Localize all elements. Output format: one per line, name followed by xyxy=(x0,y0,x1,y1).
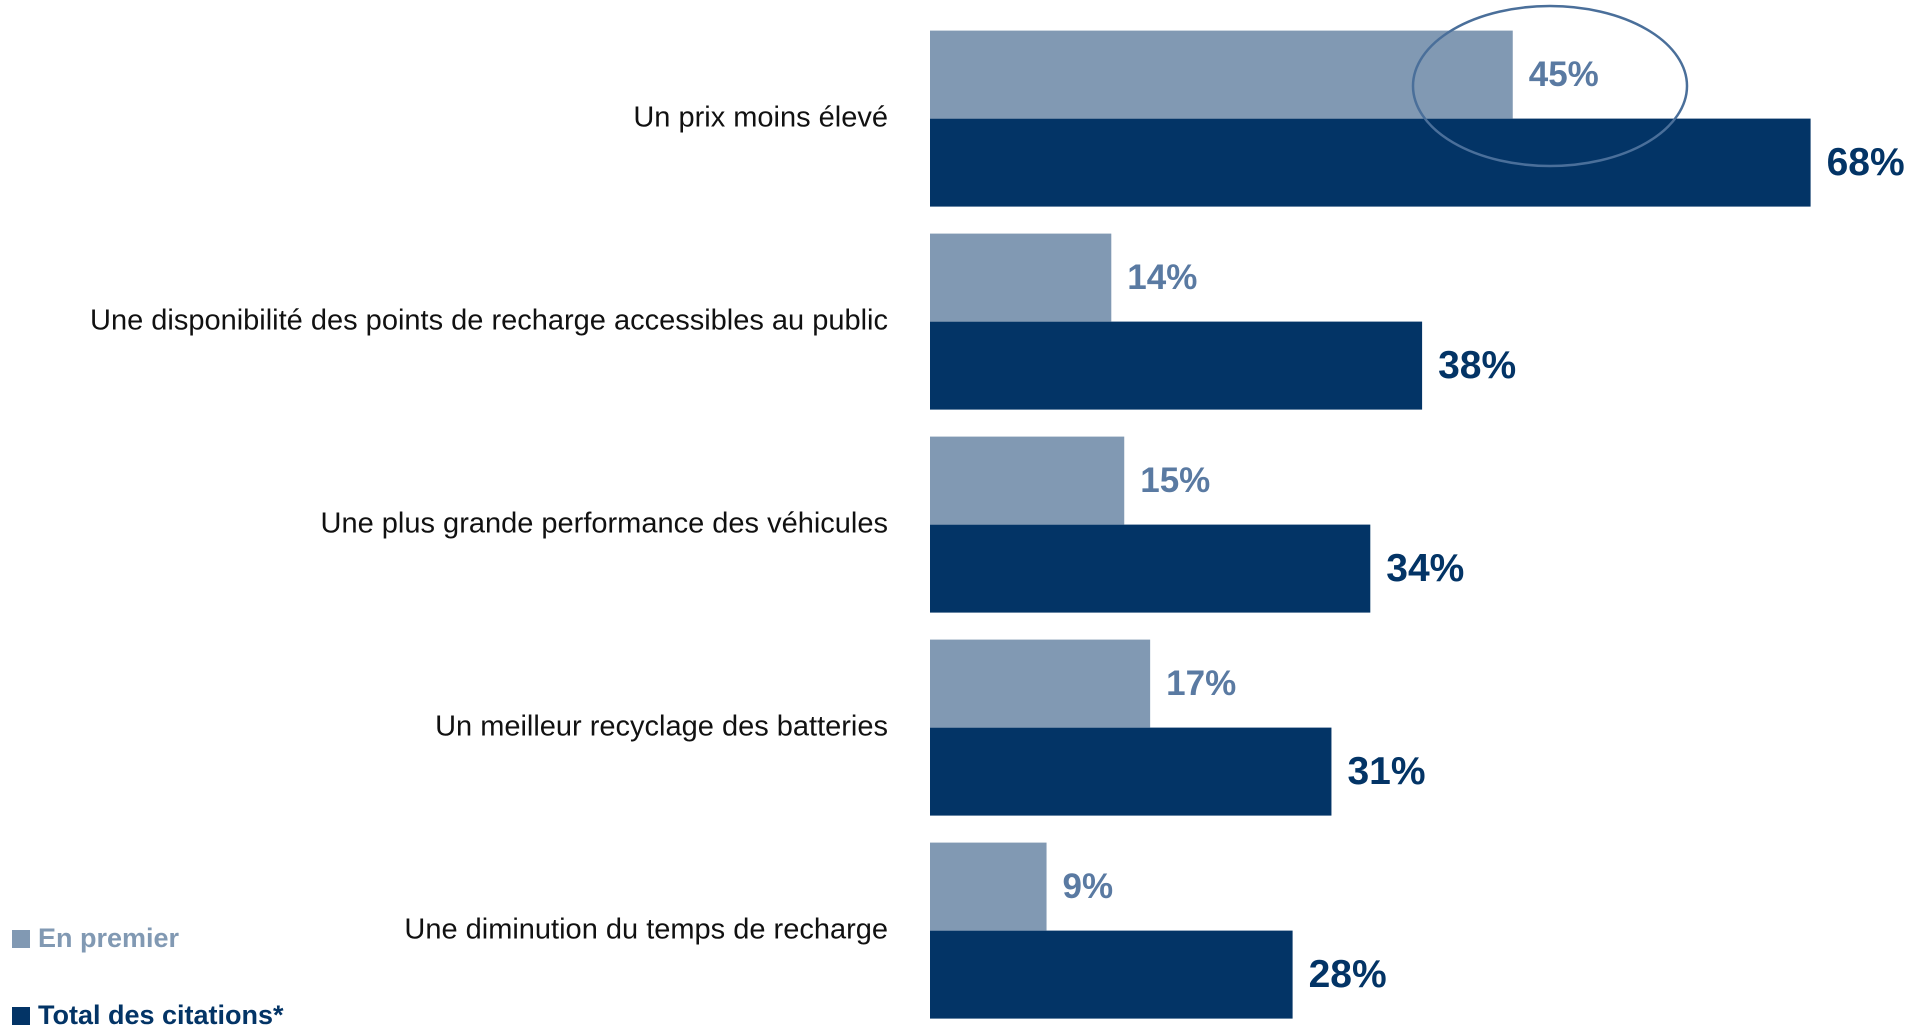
legend-swatch xyxy=(12,930,30,948)
legend-swatch xyxy=(12,1007,30,1025)
highlight-ellipse xyxy=(1411,4,1689,168)
value-label: 38% xyxy=(1438,344,1516,387)
value-label: 14% xyxy=(1127,258,1197,297)
bar xyxy=(930,118,1811,207)
bar xyxy=(930,842,1047,931)
bar xyxy=(930,524,1371,613)
value-label: 34% xyxy=(1386,547,1464,590)
category-label: Une diminution du temps de recharge xyxy=(404,913,888,945)
bar xyxy=(930,436,1125,525)
bar xyxy=(930,321,1423,410)
value-label: 31% xyxy=(1347,750,1425,793)
category-label: Une plus grande performance des véhicule… xyxy=(321,507,888,539)
value-label: 9% xyxy=(1063,867,1114,906)
category-label: Un meilleur recyclage des batteries xyxy=(435,710,888,742)
value-label: 68% xyxy=(1827,141,1905,184)
bar xyxy=(930,727,1332,816)
bar xyxy=(930,233,1112,322)
category-label: Une disponibilité des points de recharge… xyxy=(90,304,888,336)
category-label: Un prix moins élevé xyxy=(633,101,888,133)
bar xyxy=(930,30,1513,119)
value-label: 45% xyxy=(1529,55,1599,94)
bar xyxy=(930,930,1293,1019)
value-label: 17% xyxy=(1166,664,1236,703)
value-label: 28% xyxy=(1309,953,1387,996)
legend-label: En premier xyxy=(38,923,180,953)
bar xyxy=(930,639,1151,728)
value-label: 15% xyxy=(1140,461,1210,500)
legend-label: Total des citations* xyxy=(38,1000,284,1029)
